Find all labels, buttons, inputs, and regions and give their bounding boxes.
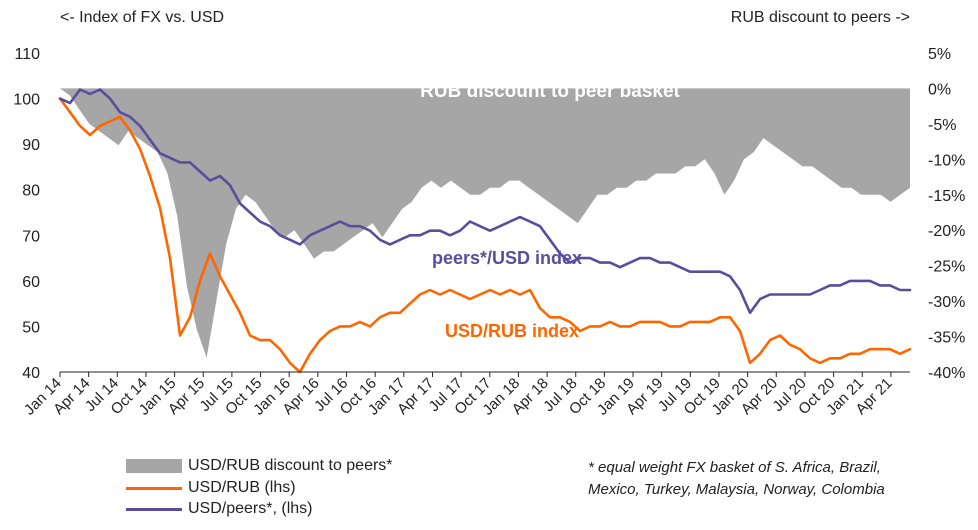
left-axis: 110 100 90 80 70 60 50 40 — [13, 46, 40, 382]
right-axis-title: RUB discount to peers -> — [731, 9, 910, 26]
legend-label-rub: USD/RUB (lhs) — [188, 479, 296, 496]
footnote: * equal weight FX basket of S. Africa, B… — [588, 457, 968, 501]
left-tick-label: 40 — [22, 365, 40, 382]
left-tick-label: 50 — [22, 319, 40, 336]
legend-label-peers: USD/peers*, (lhs) — [188, 500, 313, 517]
legend-label-discount: USD/RUB discount to peers* — [188, 457, 393, 474]
right-tick-label: -10% — [928, 152, 965, 169]
right-tick-label: -15% — [928, 188, 965, 205]
annotation-discount: RUB discount to peer basket — [420, 81, 680, 102]
legend-item-discount: USD/RUB discount to peers* — [126, 457, 393, 475]
series-usd-rub-line — [58, 97, 912, 374]
right-tick-label: -30% — [928, 294, 965, 311]
right-axis: 5% 0% -5% -10% -15% -20% -25% -30% -35% -40% — [928, 46, 965, 382]
left-tick-label: 90 — [22, 137, 40, 154]
left-tick-label: 70 — [22, 228, 40, 245]
left-tick-label: 110 — [14, 46, 40, 63]
right-tick-label: 0% — [928, 81, 951, 98]
right-tick-label: -5% — [928, 117, 956, 134]
series-discount-area — [60, 88, 910, 358]
annotation-peers: peers*/USD index — [432, 248, 582, 268]
left-tick-label: 80 — [22, 183, 40, 200]
footnote-line-1: * equal weight FX basket of S. Africa, B… — [588, 459, 881, 476]
legend-item-rub: USD/RUB (lhs) — [126, 479, 296, 497]
right-tick-label: -40% — [928, 365, 965, 382]
left-tick-label: 60 — [22, 274, 40, 291]
right-tick-label: -20% — [928, 223, 965, 240]
right-tick-label: -25% — [928, 259, 965, 276]
right-tick-label: -35% — [928, 330, 965, 347]
series-usd-peers-line — [58, 88, 912, 315]
plot-area — [58, 88, 912, 374]
legend-swatch-peers — [126, 507, 182, 511]
footnote-line-2: Mexico, Turkey, Malaysia, Norway, Colomb… — [588, 481, 885, 498]
right-tick-label: 5% — [928, 46, 951, 63]
legend-swatch-discount — [126, 459, 182, 473]
left-tick-label: 100 — [13, 92, 40, 109]
left-axis-title: <- Index of FX vs. USD — [60, 9, 224, 26]
legend-swatch-rub — [126, 486, 182, 490]
legend-item-peers: USD/peers*, (lhs) — [126, 500, 312, 518]
annotation-rub: USD/RUB index — [445, 321, 579, 341]
